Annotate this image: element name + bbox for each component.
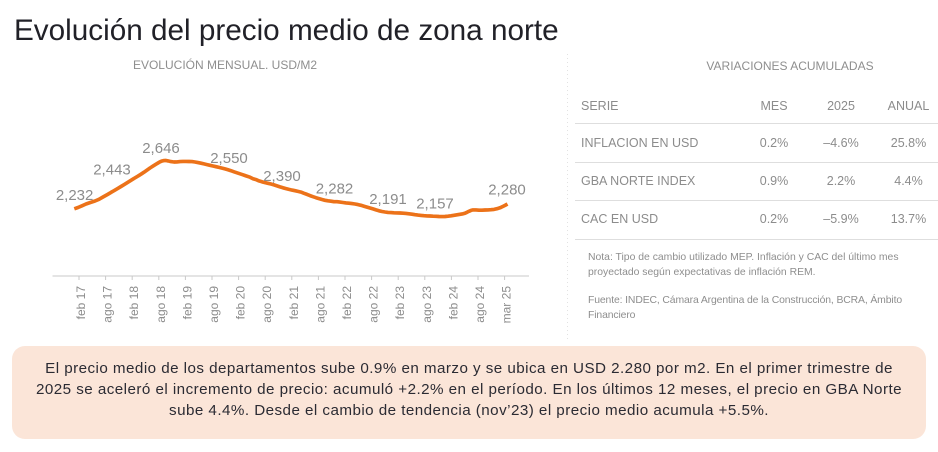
svg-text:ago 24: ago 24 (473, 286, 487, 323)
svg-text:feb 22: feb 22 (340, 286, 354, 320)
svg-text:2,550: 2,550 (210, 150, 248, 167)
svg-text:ago 17: ago 17 (101, 286, 115, 323)
svg-text:2,390: 2,390 (263, 168, 301, 185)
svg-text:ago 19: ago 19 (207, 286, 221, 323)
svg-text:2,282: 2,282 (316, 181, 354, 198)
svg-text:2,191: 2,191 (369, 191, 407, 208)
svg-text:mar 25: mar 25 (500, 286, 514, 324)
svg-text:feb 21: feb 21 (287, 286, 301, 320)
svg-text:feb 18: feb 18 (127, 286, 141, 320)
svg-text:2,280: 2,280 (488, 182, 526, 199)
svg-text:feb 24: feb 24 (446, 286, 460, 320)
svg-text:feb 20: feb 20 (234, 286, 248, 320)
svg-text:ago 20: ago 20 (260, 286, 274, 323)
svg-text:ago 22: ago 22 (367, 286, 381, 323)
svg-text:2,157: 2,157 (416, 196, 454, 213)
svg-text:ago 21: ago 21 (313, 286, 327, 323)
svg-text:2,443: 2,443 (93, 162, 131, 179)
svg-text:ago 23: ago 23 (420, 286, 434, 323)
svg-text:feb 17: feb 17 (74, 286, 88, 320)
svg-text:2,646: 2,646 (142, 140, 180, 157)
svg-text:2,232: 2,232 (56, 187, 94, 204)
svg-text:feb 23: feb 23 (393, 286, 407, 320)
svg-text:feb 19: feb 19 (180, 286, 194, 320)
svg-text:ago 18: ago 18 (154, 286, 168, 323)
